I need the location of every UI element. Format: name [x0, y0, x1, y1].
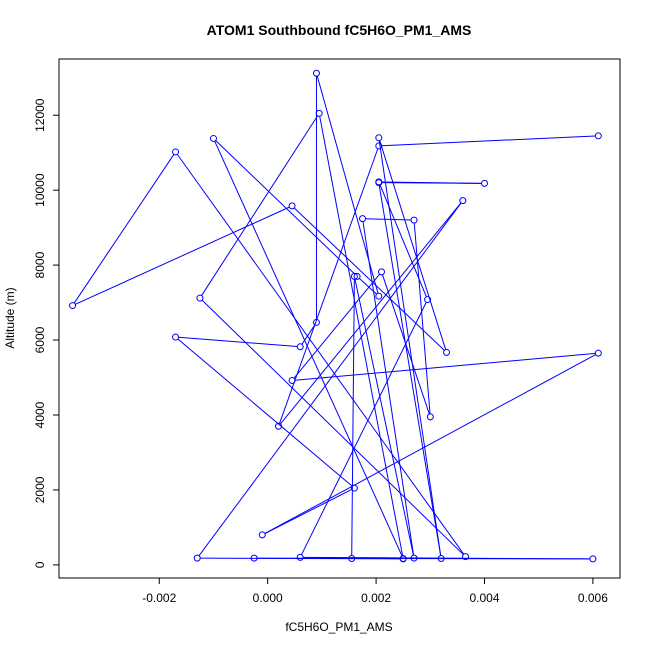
data-point	[196, 294, 204, 302]
series-line-segment	[358, 278, 377, 295]
data-point	[348, 555, 356, 563]
data-point	[375, 134, 383, 142]
series-line-segment	[280, 202, 462, 425]
x-tick-label: 0.004	[469, 591, 499, 605]
series-line-segment	[264, 354, 596, 534]
data-point	[288, 202, 296, 210]
series-line-segment	[413, 223, 431, 414]
data-point	[350, 272, 358, 280]
plot-frame	[58, 58, 621, 579]
series-line-segment	[381, 181, 482, 184]
data-point	[353, 272, 361, 280]
x-axis-label: fC5H6O_PM1_AMS	[285, 620, 392, 634]
x-tick-label: 0.000	[253, 591, 283, 605]
y-tick-label: 6000	[33, 326, 47, 353]
series-line-segment	[198, 202, 462, 557]
data-point	[375, 178, 383, 186]
data-point	[288, 377, 296, 385]
series-line-segment	[201, 115, 318, 296]
data-point	[459, 197, 467, 205]
data-point	[462, 553, 470, 561]
data-point	[350, 484, 358, 492]
data-point	[594, 349, 602, 357]
series-line-segment	[295, 352, 596, 381]
data-point	[410, 554, 418, 562]
data-point	[312, 69, 320, 77]
data-point	[209, 134, 217, 142]
series-line-segment	[362, 221, 415, 556]
data-point	[193, 554, 201, 562]
data-point	[172, 148, 180, 156]
series-line-segment	[351, 279, 355, 556]
data-point	[172, 333, 180, 341]
data-point	[258, 531, 266, 539]
data-point	[250, 554, 258, 562]
data-point	[378, 268, 386, 276]
x-tick-label: -0.002	[142, 591, 176, 605]
data-point	[375, 142, 383, 150]
series-line-segment	[319, 116, 404, 557]
chart-title: ATOM1 Southbound fC5H6O_PM1_AMS	[207, 22, 472, 38]
y-tick-label: 10000	[33, 173, 47, 207]
data-point	[296, 343, 304, 351]
data-point	[69, 302, 77, 310]
y-tick-label: 12000	[33, 98, 47, 132]
data-point	[480, 179, 488, 187]
series-line-segment	[378, 140, 442, 556]
series-line-segment	[379, 140, 447, 350]
data-point	[275, 422, 283, 430]
series-line-segment	[293, 207, 445, 351]
series-line-segment	[176, 154, 465, 555]
data-point	[594, 132, 602, 140]
series-line-segment	[279, 148, 379, 424]
data-point	[399, 555, 407, 563]
data-point	[426, 413, 434, 421]
series-line-segment	[316, 75, 379, 294]
data-point	[296, 553, 304, 561]
data-point	[359, 215, 367, 223]
x-axis: -0.002 0.000 0.002 0.004 0.006	[142, 578, 608, 605]
data-point	[589, 555, 597, 563]
series-line-segment	[301, 324, 316, 345]
y-tick-label: 2000	[33, 476, 47, 503]
data-point	[375, 292, 383, 300]
series-line-segment	[177, 338, 353, 487]
x-tick-label: 0.002	[361, 591, 391, 605]
data-point	[410, 216, 418, 224]
y-tick-label: 4000	[33, 401, 47, 428]
series-line-segment	[381, 135, 596, 147]
data-point	[312, 318, 320, 326]
data-point	[424, 296, 432, 304]
series-line-segment	[354, 279, 414, 556]
y-tick-label: 0	[33, 561, 47, 568]
series-layer	[69, 69, 602, 563]
series-line-segment	[365, 218, 412, 221]
data-point	[315, 109, 323, 117]
y-axis: 0 2000 4000 6000 8000 10000 12000	[33, 98, 59, 568]
data-point	[437, 555, 445, 563]
series-line-segment	[293, 273, 380, 379]
series-line-segment	[75, 206, 290, 305]
series-line-segment	[178, 336, 298, 348]
x-tick-label: 0.006	[578, 591, 608, 605]
series-line-segment	[215, 140, 356, 275]
data-point	[443, 348, 451, 356]
series-line-segment	[378, 185, 442, 556]
y-axis-label: Altitude (m)	[3, 287, 17, 348]
series-line-segment	[73, 154, 175, 304]
series-line-segment	[214, 140, 403, 556]
series-line-segment	[381, 274, 430, 415]
series-line-segment	[264, 488, 352, 534]
y-tick-label: 8000	[33, 251, 47, 278]
